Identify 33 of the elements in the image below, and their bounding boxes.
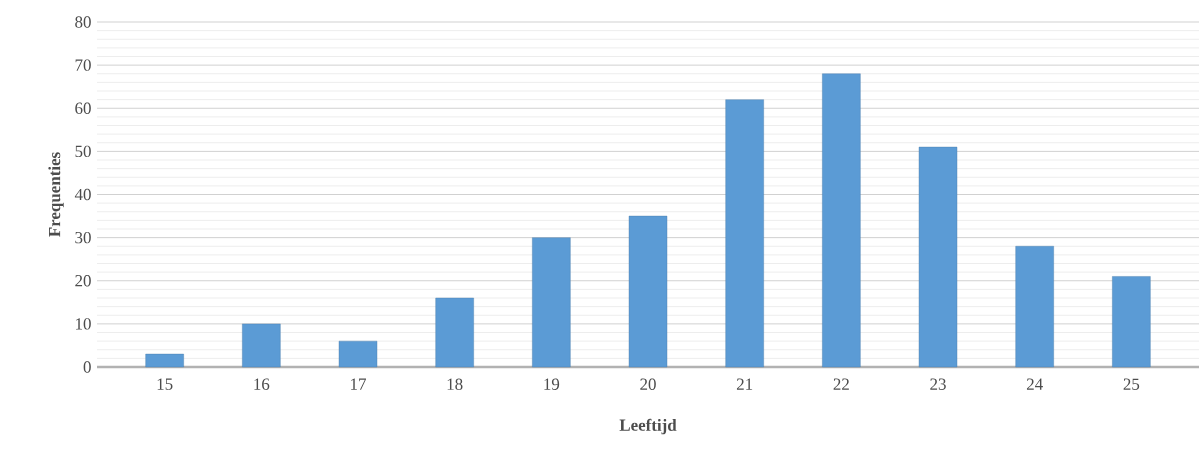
x-tick-label: 22 — [833, 378, 849, 390]
y-tick-label: 20 — [75, 275, 91, 287]
x-tick-label: 25 — [1123, 378, 1140, 390]
bar — [145, 353, 184, 368]
x-tick-label: 20 — [640, 378, 656, 390]
x-tick-label: 16 — [254, 378, 270, 390]
bar — [1015, 246, 1054, 368]
x-tick-label: 23 — [930, 378, 946, 390]
y-tick-label: 60 — [75, 102, 91, 114]
y-axis-title: Frequenties — [48, 152, 64, 237]
x-axis-title: Leeftijd — [619, 418, 677, 435]
y-tick-label: 80 — [75, 16, 91, 28]
x-tick-label: 17 — [351, 378, 366, 390]
y-tick-label: 30 — [75, 231, 91, 244]
bar — [532, 237, 571, 368]
x-tick-label: 19 — [544, 378, 560, 390]
y-tick-label: 40 — [74, 188, 91, 201]
y-tick-label: 10 — [76, 318, 91, 330]
x-tick-label: 21 — [736, 378, 753, 390]
bar — [242, 323, 281, 368]
x-tick-label: 18 — [447, 378, 463, 390]
bar — [1112, 276, 1151, 368]
bar — [725, 99, 764, 368]
bar — [628, 215, 668, 368]
bar — [338, 340, 378, 368]
x-tick-label: 15 — [157, 378, 173, 390]
bar — [435, 297, 474, 368]
y-tick-label: 0 — [83, 361, 91, 373]
y-tick-label: 70 — [75, 59, 91, 71]
bar — [918, 146, 958, 368]
bar — [822, 73, 861, 368]
y-tick-label: 50 — [75, 145, 91, 158]
x-tick-label: 24 — [1026, 378, 1043, 390]
